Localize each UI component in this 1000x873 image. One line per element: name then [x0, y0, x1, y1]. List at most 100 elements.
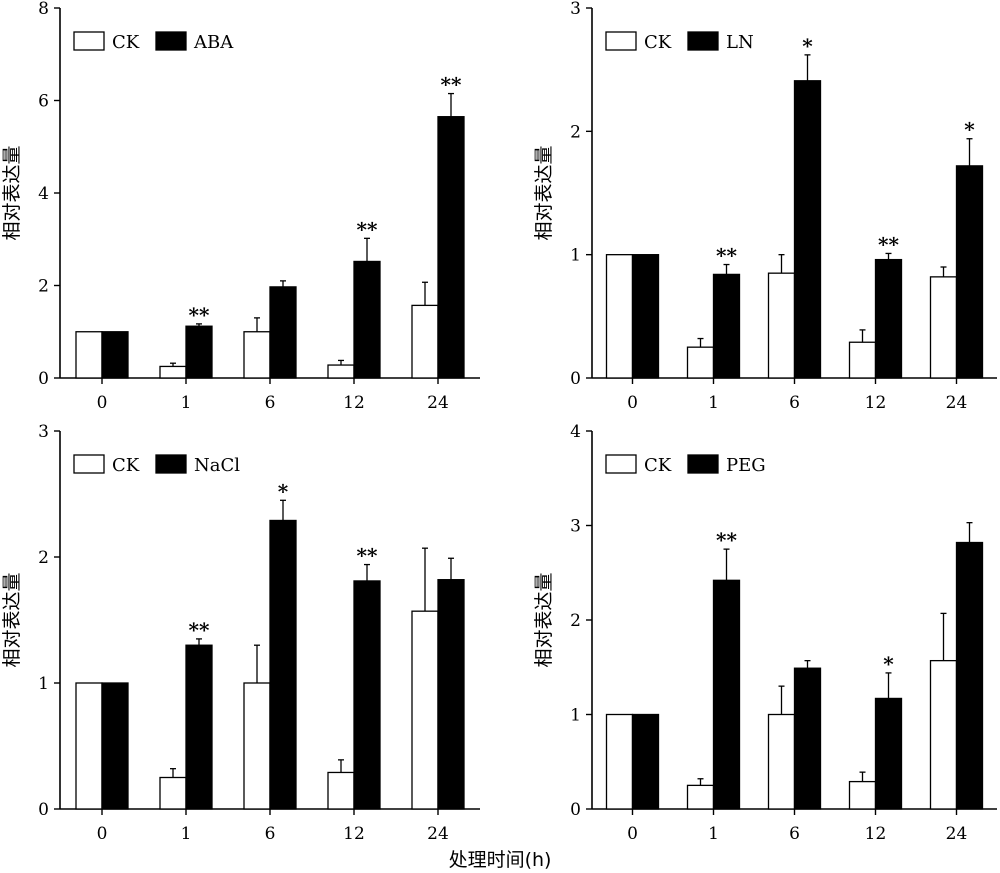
- legend-swatch-peg: [687, 454, 719, 474]
- bar-ck-24: [411, 304, 439, 379]
- y-tick-label: 8: [38, 0, 49, 19]
- bar-peg-6: [793, 667, 822, 810]
- y-tick-label: 6: [38, 92, 49, 112]
- x-tick-label: 24: [946, 393, 968, 413]
- significance-marker: **: [189, 618, 210, 642]
- y-axis-label: 相对表达量: [1, 145, 23, 240]
- y-axis-label: 相对表达量: [1, 572, 23, 667]
- legend-label-ck: CK: [644, 455, 672, 476]
- significance-marker: *: [802, 34, 813, 58]
- y-tick-label: 4: [38, 184, 49, 204]
- x-tick-label: 1: [708, 393, 719, 413]
- significance-marker: **: [716, 528, 737, 552]
- bar-ck-1: [159, 365, 187, 379]
- legend-swatch-aba: [155, 31, 187, 51]
- x-tick-label: 12: [865, 393, 887, 413]
- x-tick-label: 6: [265, 393, 276, 413]
- significance-marker: **: [878, 232, 899, 256]
- y-tick-label: 0: [38, 369, 49, 389]
- significance-marker: *: [278, 479, 289, 503]
- y-tick-label: 1: [570, 246, 581, 266]
- bar-ck-12: [327, 364, 355, 379]
- legend-label-ck: CK: [112, 455, 140, 476]
- bar-ck-24: [929, 659, 958, 810]
- significance-marker: **: [357, 217, 378, 241]
- bar-ln-0: [631, 254, 660, 379]
- bar-ln-24: [955, 165, 984, 379]
- legend-swatch-ln: [687, 31, 719, 51]
- x-tick-label: 12: [343, 393, 365, 413]
- bar-ck-1: [686, 784, 715, 810]
- x-tick-label: 12: [343, 824, 365, 844]
- bar-ck-0: [75, 682, 103, 810]
- bar-ck-12: [848, 341, 877, 379]
- y-tick-label: 0: [38, 800, 49, 820]
- bar-ck-24: [929, 276, 958, 379]
- x-tick-label: 1: [708, 824, 719, 844]
- shared-x-axis-label: 处理时间(h): [448, 849, 552, 871]
- y-axis-label: 相对表达量: [533, 572, 555, 667]
- bar-ln-1: [712, 273, 741, 379]
- legend-swatch-ck: [73, 454, 105, 474]
- bar-ck-6: [243, 331, 271, 379]
- bar-aba-1: [185, 325, 213, 379]
- significance-marker: **: [441, 73, 462, 97]
- x-tick-label: 0: [627, 393, 638, 413]
- y-tick-label: 3: [570, 0, 581, 19]
- x-tick-label: 0: [627, 824, 638, 844]
- significance-marker: **: [716, 244, 737, 268]
- x-tick-label: 24: [946, 824, 968, 844]
- legend-label-nacl: NaCl: [194, 455, 240, 476]
- bar-ln-6: [793, 80, 822, 379]
- y-tick-label: 4: [570, 422, 581, 442]
- legend-label-aba: ABA: [193, 32, 234, 53]
- bar-peg-1: [712, 579, 741, 810]
- legend-swatch-ck: [605, 31, 637, 51]
- bar-ln-12: [874, 258, 903, 379]
- legend-swatch-ck: [605, 454, 637, 474]
- bar-aba-0: [101, 331, 129, 379]
- bar-nacl-6: [269, 519, 297, 810]
- x-tick-label: 0: [97, 393, 108, 413]
- bar-ck-6: [767, 272, 796, 379]
- significance-marker: *: [883, 652, 894, 676]
- legend-label-ln: LN: [726, 32, 754, 53]
- significance-marker: **: [357, 544, 378, 568]
- legend-swatch-ck: [73, 31, 105, 51]
- bar-ck-12: [848, 780, 877, 810]
- y-tick-label: 2: [38, 548, 49, 568]
- bar-nacl-1: [185, 644, 213, 810]
- bar-ck-24: [411, 610, 439, 810]
- x-tick-label: 1: [181, 393, 192, 413]
- y-tick-label: 3: [38, 422, 49, 442]
- significance-marker: *: [964, 118, 975, 142]
- bar-peg-12: [874, 697, 903, 810]
- legend-swatch-nacl: [155, 454, 187, 474]
- y-tick-label: 2: [570, 122, 581, 142]
- y-tick-label: 0: [570, 369, 581, 389]
- x-tick-label: 24: [427, 824, 449, 844]
- bar-ck-1: [686, 346, 715, 379]
- bar-ck-0: [605, 254, 634, 379]
- significance-marker: **: [189, 303, 210, 327]
- y-tick-label: 1: [570, 706, 581, 726]
- legend-label-ck: CK: [112, 32, 140, 53]
- y-tick-label: 2: [38, 277, 49, 297]
- bar-ck-0: [75, 331, 103, 379]
- bar-peg-0: [631, 713, 660, 810]
- x-tick-label: 1: [181, 824, 192, 844]
- x-tick-label: 6: [265, 824, 276, 844]
- bar-aba-24: [437, 116, 465, 379]
- bar-ck-0: [605, 713, 634, 810]
- y-tick-label: 2: [570, 611, 581, 631]
- legend-label-ck: CK: [644, 32, 672, 53]
- y-tick-label: 0: [570, 800, 581, 820]
- y-axis-label: 相对表达量: [533, 145, 555, 240]
- bar-ck-12: [327, 771, 355, 810]
- bar-ck-1: [159, 776, 187, 810]
